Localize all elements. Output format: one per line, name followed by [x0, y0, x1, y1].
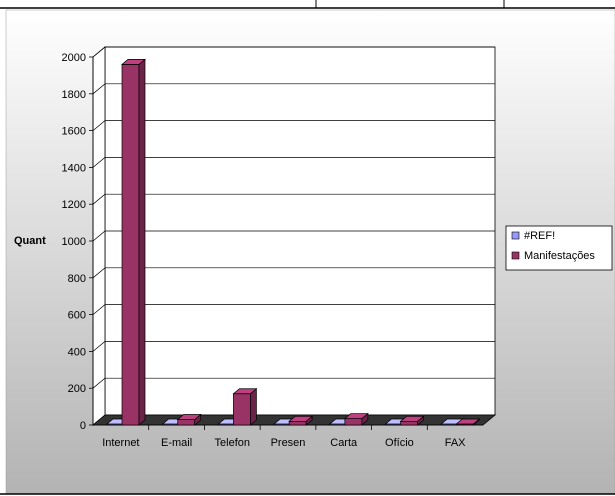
bar-top: [343, 413, 369, 419]
x-tick-label: Ofício: [385, 437, 414, 449]
gridline: [92, 230, 495, 242]
y-tick-label: 400: [68, 346, 86, 358]
bar-side: [138, 58, 146, 426]
bar: [343, 412, 369, 426]
x-tick-label: E-mail: [161, 437, 192, 449]
y-axis-ticks: 0 200 400 600 800 1000 1200 1400 1600 1800 2000: [62, 52, 86, 432]
gridline: [92, 193, 495, 205]
gridline: [92, 120, 495, 131]
y-tick-label: 1600: [62, 126, 86, 138]
bar-front: [400, 420, 418, 426]
bar-top: [288, 415, 314, 422]
bar-top: [399, 415, 425, 422]
bar-side: [250, 387, 257, 426]
bar-top: [232, 388, 258, 395]
y-tick-label: 800: [68, 273, 86, 285]
bar: [455, 418, 481, 426]
bar-top: [455, 418, 481, 425]
bar: [288, 415, 314, 426]
bar: [121, 58, 146, 426]
gridline: [92, 377, 495, 389]
bar-top: [176, 414, 202, 420]
legend-label: #REF!: [524, 230, 555, 242]
gridline: [92, 267, 495, 279]
gridline: [92, 46, 495, 58]
x-axis-ticks: Internet E-mail Telefon Presen Carta Ofício FA…: [102, 425, 466, 449]
y-tick-label: 1400: [62, 162, 86, 174]
bar: [176, 413, 202, 426]
legend-swatch: [511, 251, 520, 260]
plot-walls: [91, 46, 497, 426]
y-tick-label: 200: [68, 383, 86, 395]
bar-front: [344, 418, 363, 426]
y-tick-label: 2000: [62, 52, 86, 64]
x-tick-label: Presen: [271, 437, 306, 449]
gridline: [92, 341, 495, 352]
legend-label: Manifestações: [524, 250, 595, 262]
bar-front: [288, 420, 307, 426]
legend: #REF! Manifestações: [505, 225, 613, 271]
bars: [106, 58, 481, 426]
bar: [399, 415, 425, 426]
x-tick-label: Telefon: [215, 437, 250, 449]
x-tick-label: Carta: [330, 437, 358, 449]
gridline: [92, 304, 495, 315]
bar-top: [121, 59, 146, 65]
y-axis-label: Quant: [14, 235, 46, 247]
y-tick-label: 1200: [62, 199, 86, 211]
bar: [232, 387, 258, 426]
y-tick-label: 1800: [62, 89, 86, 101]
bar-front: [121, 64, 140, 426]
legend-box: [505, 225, 613, 271]
y-tick-label: 1000: [62, 236, 86, 248]
legend-swatch: [511, 231, 520, 240]
y-tick-label: 0: [80, 420, 86, 432]
bar-front: [233, 393, 251, 426]
gridline: [92, 157, 495, 168]
x-tick-label: FAX: [445, 437, 466, 449]
x-tick-label: Internet: [102, 437, 139, 449]
y-tick-label: 600: [68, 310, 86, 322]
gridline: [92, 83, 495, 95]
bar-front: [177, 419, 196, 426]
